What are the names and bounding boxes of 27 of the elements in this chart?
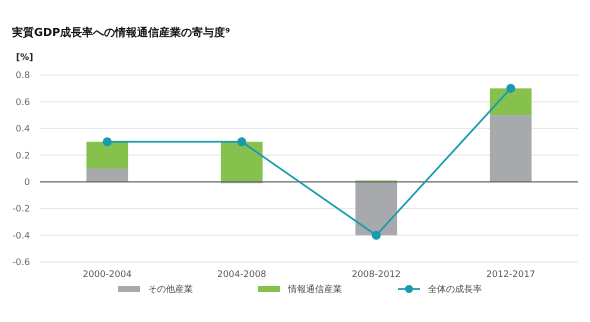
y-tick-label: -0.4 xyxy=(12,231,30,242)
bar xyxy=(355,182,398,236)
y-axis-title: [%] xyxy=(16,53,34,63)
y-tick-label: -0.6 xyxy=(12,258,30,268)
legend-label: その他産業 xyxy=(148,284,193,296)
bar xyxy=(490,88,532,116)
y-tick-label: 0.8 xyxy=(16,71,30,82)
point xyxy=(372,230,381,240)
legend-label: 情報通信産業 xyxy=(287,284,342,296)
y-tick-label: 0 xyxy=(24,178,30,188)
y-tick-label: 0.2 xyxy=(16,151,30,162)
point xyxy=(102,137,112,146)
bar xyxy=(86,168,128,182)
legend-label: 全体の成長率 xyxy=(428,284,482,296)
chart-title: 実質GDP成長率への情報通信産業の寄与度⁹ xyxy=(11,26,230,39)
point xyxy=(506,84,516,93)
bar xyxy=(86,142,128,168)
bar xyxy=(490,115,532,182)
x-tick-label: 2004-2008 xyxy=(217,270,267,280)
y-tick-label: 0.4 xyxy=(16,124,30,135)
x-tick-label: 2000-2004 xyxy=(82,270,132,280)
bar xyxy=(220,142,263,182)
point xyxy=(237,137,246,146)
x-tick-label: 2008-2012 xyxy=(352,270,401,280)
y-tick-label: -0.2 xyxy=(12,204,30,215)
x-tick-label: 2012-2017 xyxy=(486,270,536,280)
y-tick-label: 0.6 xyxy=(16,98,30,108)
